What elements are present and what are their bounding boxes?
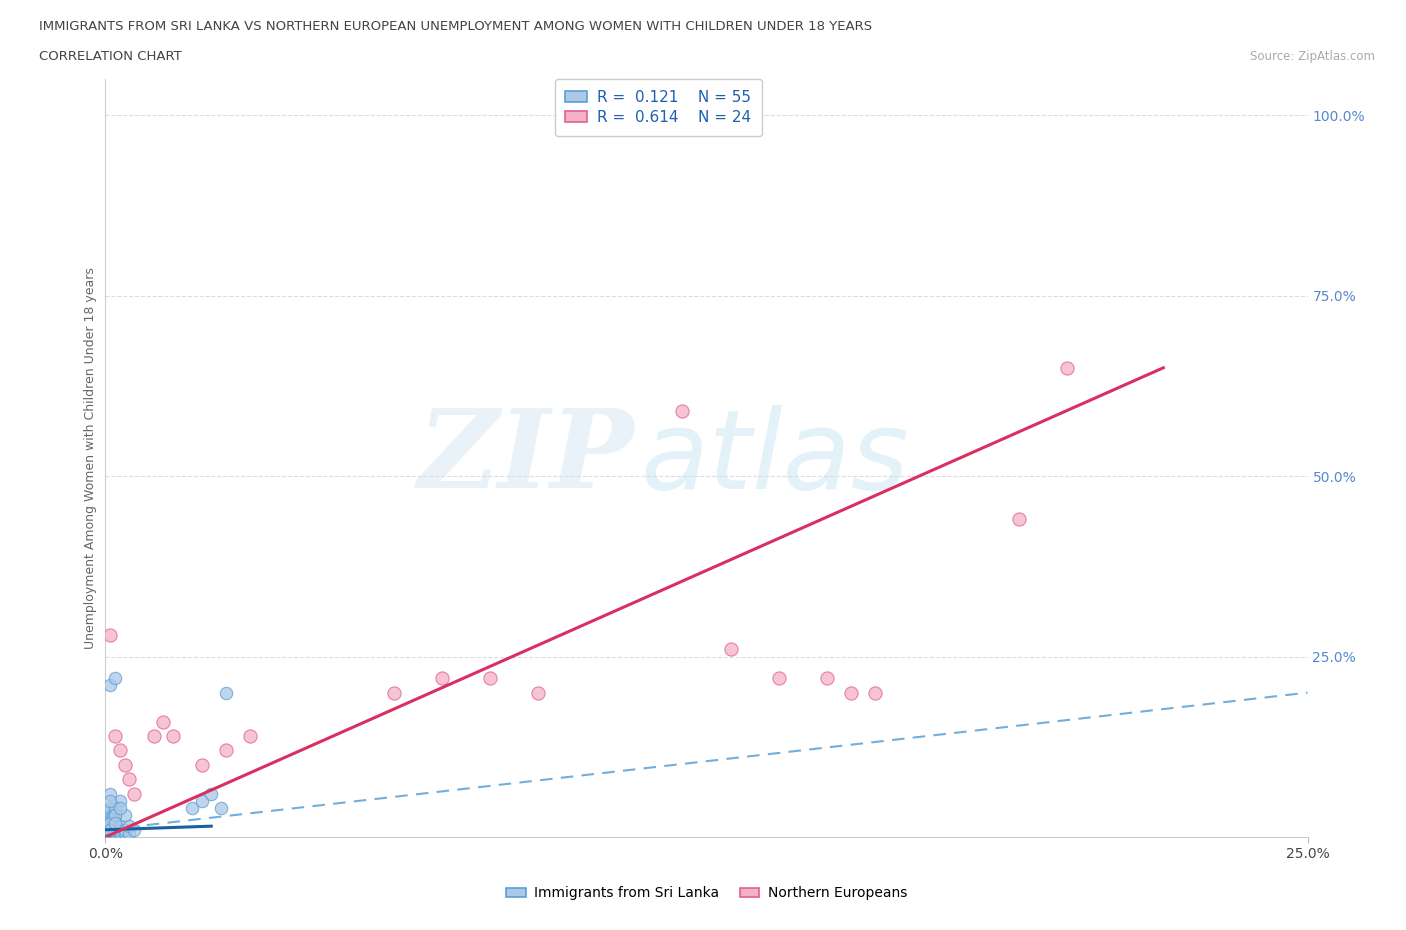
Point [104, 818, 127, 833]
Point [101, 815, 124, 830]
Point [114, 826, 136, 841]
Point [101, 826, 124, 841]
Point [97, 822, 120, 837]
Point [104, 801, 127, 816]
Point [101, 822, 124, 837]
Point [98, 815, 121, 830]
Point [98, 822, 121, 837]
Point [108, 743, 131, 758]
Y-axis label: Unemployment Among Women with Children Under 18 years: Unemployment Among Women with Children U… [84, 267, 97, 649]
Point [97, 822, 120, 837]
Point [98, 812, 121, 827]
Point [104, 815, 127, 830]
Point [382, 685, 405, 700]
Point [104, 808, 127, 823]
Point [863, 685, 886, 700]
Point [104, 728, 127, 743]
Text: IMMIGRANTS FROM SRI LANKA VS NORTHERN EUROPEAN UNEMPLOYMENT AMONG WOMEN WITH CHI: IMMIGRANTS FROM SRI LANKA VS NORTHERN EU… [39, 20, 873, 33]
Point [190, 793, 212, 808]
Point [97, 812, 120, 827]
Point [98, 628, 121, 643]
Point [98, 822, 121, 837]
Point [527, 685, 550, 700]
Point [479, 671, 502, 685]
Point [101, 808, 124, 823]
Point [98, 826, 121, 841]
Point [98, 822, 121, 837]
Point [98, 786, 121, 801]
Point [108, 818, 131, 833]
Point [98, 793, 121, 808]
Point [152, 714, 174, 729]
Point [98, 808, 121, 823]
Point [1008, 512, 1031, 526]
Point [98, 804, 121, 819]
Point [720, 642, 742, 657]
Point [114, 808, 136, 823]
Point [118, 772, 141, 787]
Point [768, 671, 790, 685]
Point [104, 671, 127, 685]
Point [214, 743, 236, 758]
Point [239, 728, 262, 743]
Text: atlas: atlas [640, 405, 910, 512]
Point [114, 757, 136, 772]
Point [815, 671, 838, 685]
Point [200, 786, 222, 801]
Point [104, 822, 127, 837]
Point [190, 757, 212, 772]
Text: CORRELATION CHART: CORRELATION CHART [39, 50, 183, 63]
Point [97, 826, 120, 841]
Point [1056, 360, 1078, 375]
Point [114, 822, 136, 837]
Point [839, 685, 862, 700]
Point [214, 685, 236, 700]
Point [118, 818, 141, 833]
Point [209, 801, 232, 816]
Point [181, 801, 204, 816]
Point [142, 728, 165, 743]
Point [671, 404, 693, 418]
Point [97, 818, 120, 833]
Point [97, 815, 120, 830]
Point [98, 818, 121, 833]
Point [101, 818, 124, 833]
Point [430, 671, 453, 685]
Point [108, 793, 131, 808]
Text: ZIP: ZIP [418, 405, 634, 512]
Legend: Immigrants from Sri Lanka, Northern Europeans: Immigrants from Sri Lanka, Northern Euro… [501, 881, 912, 906]
Point [98, 801, 121, 816]
Text: Source: ZipAtlas.com: Source: ZipAtlas.com [1250, 50, 1375, 63]
Point [108, 826, 131, 841]
Point [104, 826, 127, 841]
Point [108, 801, 131, 816]
Point [97, 818, 120, 833]
Point [98, 815, 121, 830]
Point [118, 826, 141, 841]
Point [97, 826, 120, 841]
Point [104, 808, 127, 823]
Point [124, 822, 146, 837]
Point [98, 678, 121, 693]
Point [97, 815, 120, 830]
Point [104, 815, 127, 830]
Point [108, 822, 131, 837]
Point [97, 812, 120, 827]
Point [162, 728, 184, 743]
Point [98, 826, 121, 841]
Point [124, 786, 146, 801]
